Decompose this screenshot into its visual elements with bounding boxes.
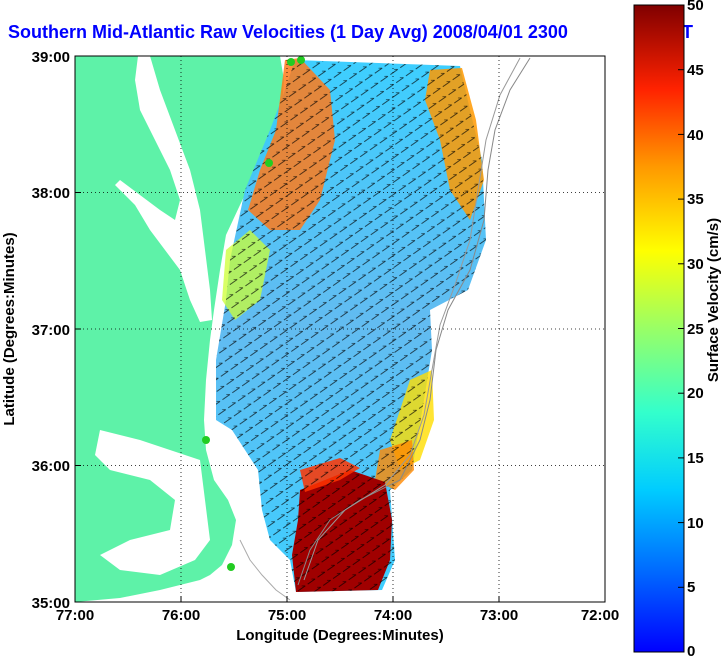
colorbar-tick-label: 35: [687, 191, 704, 208]
x-axis-title: Longitude (Degrees:Minutes): [236, 627, 444, 644]
colorbar-tick-label: 0: [687, 643, 695, 659]
colorbar-tick-label: 30: [687, 256, 704, 273]
radar-station-marker[interactable]: [227, 563, 235, 571]
y-tick-label: 37:00: [32, 322, 70, 339]
radar-station-marker[interactable]: [265, 159, 273, 167]
colorbar-tick-label: 5: [687, 579, 695, 596]
colorbar-tick-label: 25: [687, 321, 704, 338]
x-tick-label: 74:00: [374, 607, 412, 624]
colorbar-ticks: [678, 4, 684, 653]
colorbar-tick-label: 20: [687, 385, 704, 402]
colorbar-title: Surface Velocity (cm/s): [705, 218, 722, 382]
radar-station-marker[interactable]: [287, 58, 295, 66]
y-tick-label: 38:00: [32, 185, 70, 202]
axis-ticks: [74, 55, 606, 603]
colorbar-tick-label: 45: [687, 62, 704, 79]
colorbar-tick-label: 10: [687, 515, 704, 532]
colorbar-tick-label: 40: [687, 127, 704, 144]
colorbar-tick-label: 50: [687, 0, 704, 14]
velocity-arrows: [216, 60, 486, 592]
map-title: Southern Mid-Atlantic Raw Velocities (1 …: [8, 22, 568, 42]
x-tick-label: 72:00: [581, 607, 619, 624]
y-tick-label: 39:00: [32, 49, 70, 66]
x-tick-label: 73:00: [480, 607, 518, 624]
colorbar: [633, 4, 685, 653]
y-tick-label: 36:00: [32, 458, 70, 475]
radar-station-marker[interactable]: [202, 436, 210, 444]
colorbar-tick-label: 15: [687, 450, 704, 467]
colorbar-overlap: [606, 20, 634, 48]
map-title-tail: T: [682, 22, 693, 42]
grid: [75, 56, 605, 602]
x-tick-label: 76:00: [162, 607, 200, 624]
x-tick-label: 77:00: [56, 607, 94, 624]
bathymetry-contour: [303, 57, 521, 581]
y-axis-title: Latitude (Degrees:Minutes): [1, 232, 18, 425]
x-tick-label: 75:00: [268, 607, 306, 624]
chesapeake-bay: [115, 56, 212, 322]
radar-station-marker[interactable]: [297, 56, 305, 64]
y-tick-label: 35:00: [32, 595, 70, 612]
pamlico-sound: [95, 430, 210, 575]
bathymetry-contour: [239, 539, 291, 601]
